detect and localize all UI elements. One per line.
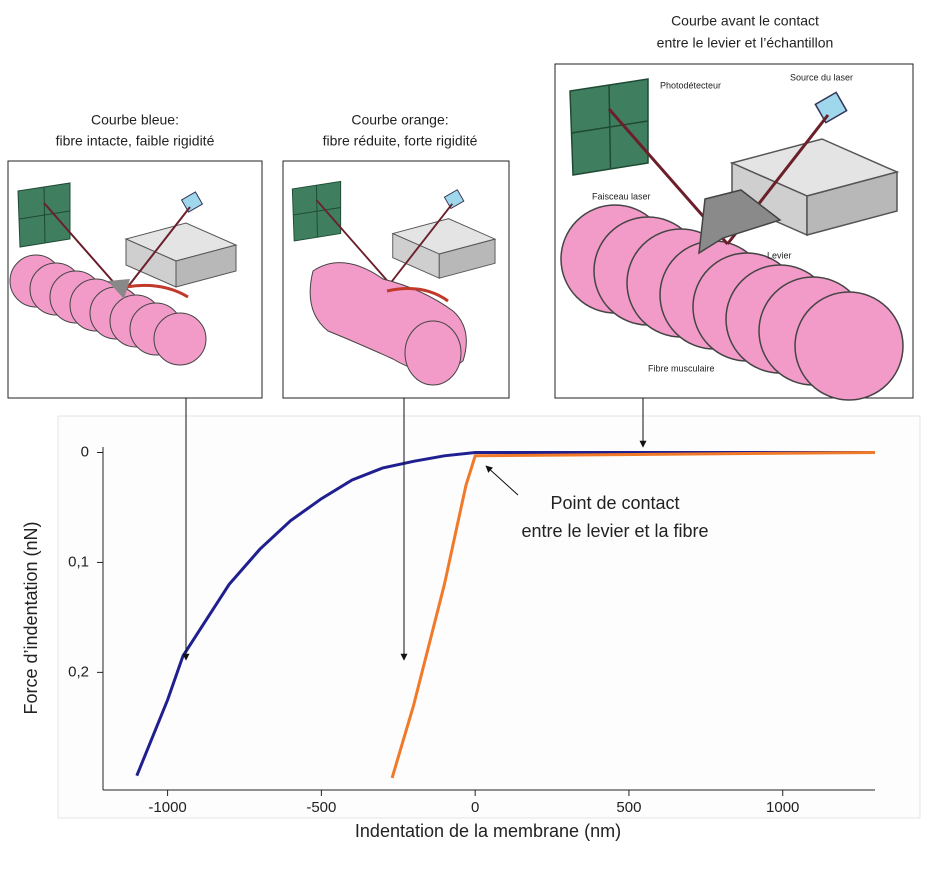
y-tick-label: 0,2: [68, 663, 89, 680]
diagram-label: Fibre musculaire: [648, 363, 715, 373]
y-tick-label: 0,1: [68, 553, 89, 570]
caption: fibre réduite, forte rigidité: [323, 133, 478, 149]
caption: fibre intacte, faible rigidité: [56, 133, 215, 149]
caption: Courbe orange:: [351, 112, 448, 128]
caption: entre le levier et l’échantillon: [657, 35, 834, 51]
x-tick-label: -500: [306, 799, 336, 816]
x-tick-label: 500: [616, 799, 641, 816]
diagram-label: Faisceau laser: [592, 191, 651, 201]
x-tick-label: 0: [471, 799, 479, 816]
y-axis-label: Force d’indentation (nN): [21, 521, 41, 714]
annotation: Point de contact: [550, 493, 679, 513]
x-tick-label: 1000: [766, 799, 799, 816]
figure: Courbe bleue: fibre intacte, faible rigi…: [0, 0, 927, 871]
x-axis-label: Indentation de la membrane (nm): [355, 821, 621, 841]
annotation: entre le levier et la fibre: [521, 521, 708, 541]
caption: Courbe bleue:: [91, 112, 179, 128]
diagram-label: Photodétecteur: [660, 80, 721, 90]
diagram-label: Source du laser: [790, 72, 853, 82]
caption: Courbe avant le contact: [671, 13, 819, 29]
x-tick-label: -1000: [148, 799, 186, 816]
chart-area: [58, 416, 920, 818]
y-tick-label: 0: [81, 443, 89, 460]
diagram-label: Levier: [767, 250, 792, 260]
